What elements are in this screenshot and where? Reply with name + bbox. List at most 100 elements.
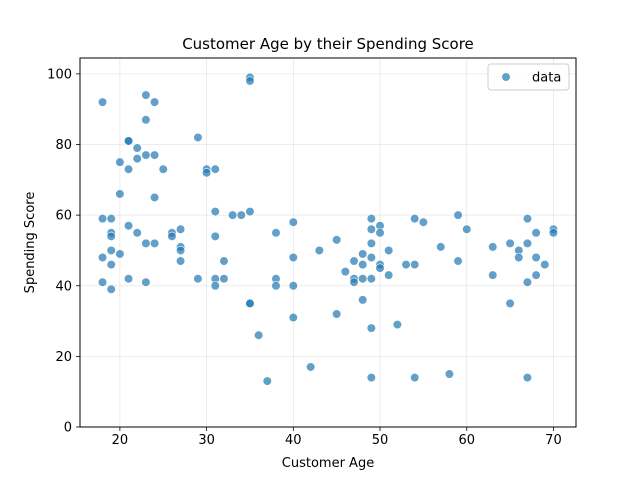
data-point <box>106 259 116 270</box>
data-point <box>453 256 463 266</box>
data-point <box>314 245 324 256</box>
data-point <box>123 274 134 284</box>
data-point <box>366 224 376 234</box>
data-point <box>384 245 394 256</box>
data-point <box>306 362 316 372</box>
data-point <box>141 150 151 160</box>
data-point <box>132 228 142 238</box>
data-point <box>358 249 368 259</box>
data-point <box>149 238 160 248</box>
data-point <box>115 189 125 199</box>
data-point <box>375 228 385 238</box>
y-tick-label: 40 <box>55 279 72 294</box>
data-point <box>97 214 108 224</box>
legend-box <box>487 63 570 91</box>
data-point <box>366 274 376 284</box>
data-point <box>106 245 116 256</box>
data-point <box>245 298 255 309</box>
data-point <box>202 168 212 178</box>
data-point <box>210 207 220 217</box>
data-point <box>141 90 151 100</box>
x-tick-label: 60 <box>458 433 475 448</box>
data-point <box>366 323 376 333</box>
data-point <box>332 309 342 319</box>
y-tick-label: 0 <box>64 421 72 436</box>
x-tick-label: 20 <box>112 433 129 448</box>
data-point <box>97 277 108 287</box>
data-point <box>366 252 376 263</box>
x-tick-label: 30 <box>198 433 215 448</box>
data-point <box>132 154 142 164</box>
data-point <box>175 256 186 266</box>
data-point <box>358 295 368 305</box>
data-point <box>410 372 420 383</box>
data-point <box>488 242 498 252</box>
data-points <box>97 72 559 386</box>
data-point <box>453 210 463 220</box>
data-point <box>245 76 255 86</box>
data-point <box>236 210 246 220</box>
data-point <box>175 245 186 256</box>
data-point <box>262 376 272 386</box>
data-point <box>332 235 342 245</box>
data-point <box>141 115 151 125</box>
data-point <box>522 238 533 248</box>
data-point <box>462 224 472 234</box>
x-axis: 20 30 40 50 60 70 <box>112 427 562 448</box>
data-point <box>288 312 298 323</box>
data-point <box>392 319 402 330</box>
x-axis-label: Customer Age <box>282 456 374 471</box>
x-tick-label: 50 <box>372 433 389 448</box>
data-point <box>254 330 264 340</box>
data-point <box>210 281 220 291</box>
data-point <box>167 231 177 241</box>
y-tick-label: 100 <box>47 67 72 82</box>
data-point <box>444 369 454 379</box>
x-tick-label: 40 <box>285 433 302 448</box>
gridlines <box>80 58 576 428</box>
data-point <box>149 150 160 160</box>
data-point <box>115 249 125 259</box>
data-point <box>540 259 550 270</box>
data-point <box>97 252 108 263</box>
data-point <box>522 277 533 287</box>
y-tick-label: 60 <box>55 209 72 224</box>
data-point <box>436 242 446 252</box>
data-point <box>514 252 524 263</box>
y-tick-label: 80 <box>55 138 72 153</box>
data-point <box>531 252 541 263</box>
data-point <box>288 252 298 263</box>
data-point <box>193 132 203 143</box>
data-point <box>488 270 498 280</box>
legend-marker <box>501 72 511 82</box>
data-point <box>366 214 376 224</box>
data-point <box>149 192 160 203</box>
data-point <box>358 259 368 270</box>
plot-frame <box>79 57 577 428</box>
data-point <box>219 256 229 266</box>
data-point <box>340 267 350 277</box>
data-point <box>193 274 203 284</box>
data-point <box>288 281 298 291</box>
data-point <box>123 136 134 146</box>
data-point <box>106 214 116 224</box>
data-point <box>210 164 220 174</box>
data-point <box>384 270 394 280</box>
data-point <box>418 217 428 227</box>
data-point <box>228 210 238 220</box>
data-point <box>401 259 411 270</box>
chart-title: Customer Age by their Spending Score <box>182 35 474 53</box>
data-point <box>123 164 134 174</box>
data-point <box>245 207 255 217</box>
x-tick-label: 70 <box>545 433 562 448</box>
data-point <box>410 214 420 224</box>
data-point <box>505 298 515 309</box>
data-point <box>210 231 220 241</box>
data-point <box>531 228 541 238</box>
y-tick-label: 20 <box>55 350 72 365</box>
data-point <box>149 97 160 107</box>
data-point <box>97 97 108 107</box>
data-point <box>158 164 168 174</box>
